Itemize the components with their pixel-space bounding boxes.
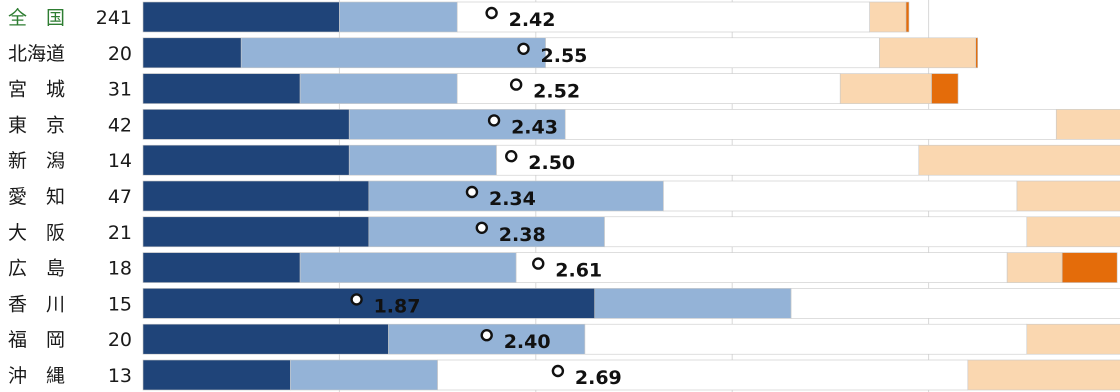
mean-marker xyxy=(480,329,493,342)
row-count-label: 18 xyxy=(108,258,132,280)
mean-marker xyxy=(487,114,501,127)
bar-segment-1 xyxy=(142,180,370,212)
bar-segment-5 xyxy=(931,73,959,104)
mean-marker xyxy=(517,42,530,55)
bar-segment-2 xyxy=(368,180,664,212)
row-count-label: 31 xyxy=(108,79,132,101)
bar-segment-3 xyxy=(437,359,969,391)
mean-marker xyxy=(485,6,498,20)
mean-marker xyxy=(475,221,488,235)
bar-segment-2 xyxy=(368,216,605,248)
mean-value-label: 2.50 xyxy=(528,152,575,174)
row-region-label: 大 阪 xyxy=(8,222,65,244)
bar-segment-4 xyxy=(839,73,932,104)
bar-segment-2 xyxy=(348,109,566,140)
row-count-label: 241 xyxy=(96,7,132,29)
mean-value-label: 2.38 xyxy=(499,224,546,246)
row-region-label: 福 岡 xyxy=(8,329,65,351)
bar-segment-4 xyxy=(918,144,1120,176)
bar-segment-3 xyxy=(663,180,1018,212)
bar-segment-3 xyxy=(584,323,1028,355)
bar-segment-3 xyxy=(456,73,841,104)
bar-segment-4 xyxy=(967,359,1120,391)
row-count-label: 14 xyxy=(108,150,132,172)
mean-value-label: 2.43 xyxy=(511,116,558,138)
bar-segment-5 xyxy=(975,37,979,69)
bar-segment-5 xyxy=(1061,252,1118,283)
bar-segment-2 xyxy=(299,252,517,283)
bar-segment-1 xyxy=(142,109,350,140)
row-region-label: 広 島 xyxy=(8,258,65,280)
row-region-label: 宮 城 xyxy=(8,79,65,101)
mean-value-label: 2.55 xyxy=(541,45,588,67)
mean-marker xyxy=(465,185,479,199)
row-region-label: 愛 知 xyxy=(8,186,65,208)
bar-segment-1 xyxy=(142,288,596,319)
row-region-label: 全 国 xyxy=(8,7,65,29)
row-region-label: 香 川 xyxy=(8,293,65,315)
mean-value-label: 2.61 xyxy=(555,260,602,282)
bar-segment-4 xyxy=(1016,180,1120,212)
row-count-label: 42 xyxy=(108,114,132,136)
bar-segment-1 xyxy=(142,252,301,283)
bar-segment-4 xyxy=(1055,109,1120,140)
bar-segment-1 xyxy=(142,216,370,248)
bar-segment-3 xyxy=(456,1,870,33)
bar-segment-2 xyxy=(240,37,546,69)
mean-marker xyxy=(505,149,518,163)
row-region-label: 北海道 xyxy=(8,43,65,65)
bar-segment-4 xyxy=(1026,323,1120,355)
bar-segment-2 xyxy=(348,144,497,176)
bar-segment-4 xyxy=(879,37,977,69)
mean-value-label: 2.34 xyxy=(489,188,536,210)
row-region-label: 沖 縄 xyxy=(8,365,65,387)
bar-segment-1 xyxy=(142,37,242,69)
mean-marker xyxy=(551,364,565,378)
mean-value-label: 1.87 xyxy=(374,295,421,317)
bar-segment-1 xyxy=(142,73,301,104)
bar-segment-3 xyxy=(604,216,1028,248)
row-count-label: 47 xyxy=(108,186,132,208)
row-count-label: 13 xyxy=(108,365,132,387)
mean-marker xyxy=(350,293,363,306)
bar-segment-1 xyxy=(142,1,340,33)
row-region-label: 新 潟 xyxy=(8,150,65,172)
bar-segment-4 xyxy=(869,1,907,33)
bar-segment-2 xyxy=(299,73,458,104)
bar-segment-2 xyxy=(289,359,438,391)
mean-marker xyxy=(509,78,523,91)
bar-segment-2 xyxy=(594,288,792,319)
bar-segment-1 xyxy=(142,323,389,355)
bar-segment-3 xyxy=(496,144,920,176)
bar-segment-5 xyxy=(905,1,910,33)
bar-segment-3 xyxy=(790,288,1120,319)
row-count-label: 20 xyxy=(108,329,132,351)
mean-marker xyxy=(532,257,545,270)
mean-value-label: 2.42 xyxy=(509,9,556,31)
row-count-label: 21 xyxy=(108,222,132,244)
row-count-label: 20 xyxy=(108,43,132,65)
row-region-label: 東 京 xyxy=(8,114,65,136)
bar-segment-3 xyxy=(515,252,1008,283)
bar-segment-1 xyxy=(142,144,350,176)
bar-segment-1 xyxy=(142,359,291,391)
mean-value-label: 2.52 xyxy=(533,81,580,103)
bar-segment-2 xyxy=(339,1,458,33)
bar-segment-4 xyxy=(1026,216,1120,248)
bar-segment-4 xyxy=(1006,252,1063,283)
row-count-label: 15 xyxy=(108,293,132,315)
bar-segment-3 xyxy=(545,37,880,69)
bar-segment-3 xyxy=(564,109,1057,140)
mean-value-label: 2.69 xyxy=(575,367,622,389)
mean-value-label: 2.40 xyxy=(504,331,551,353)
